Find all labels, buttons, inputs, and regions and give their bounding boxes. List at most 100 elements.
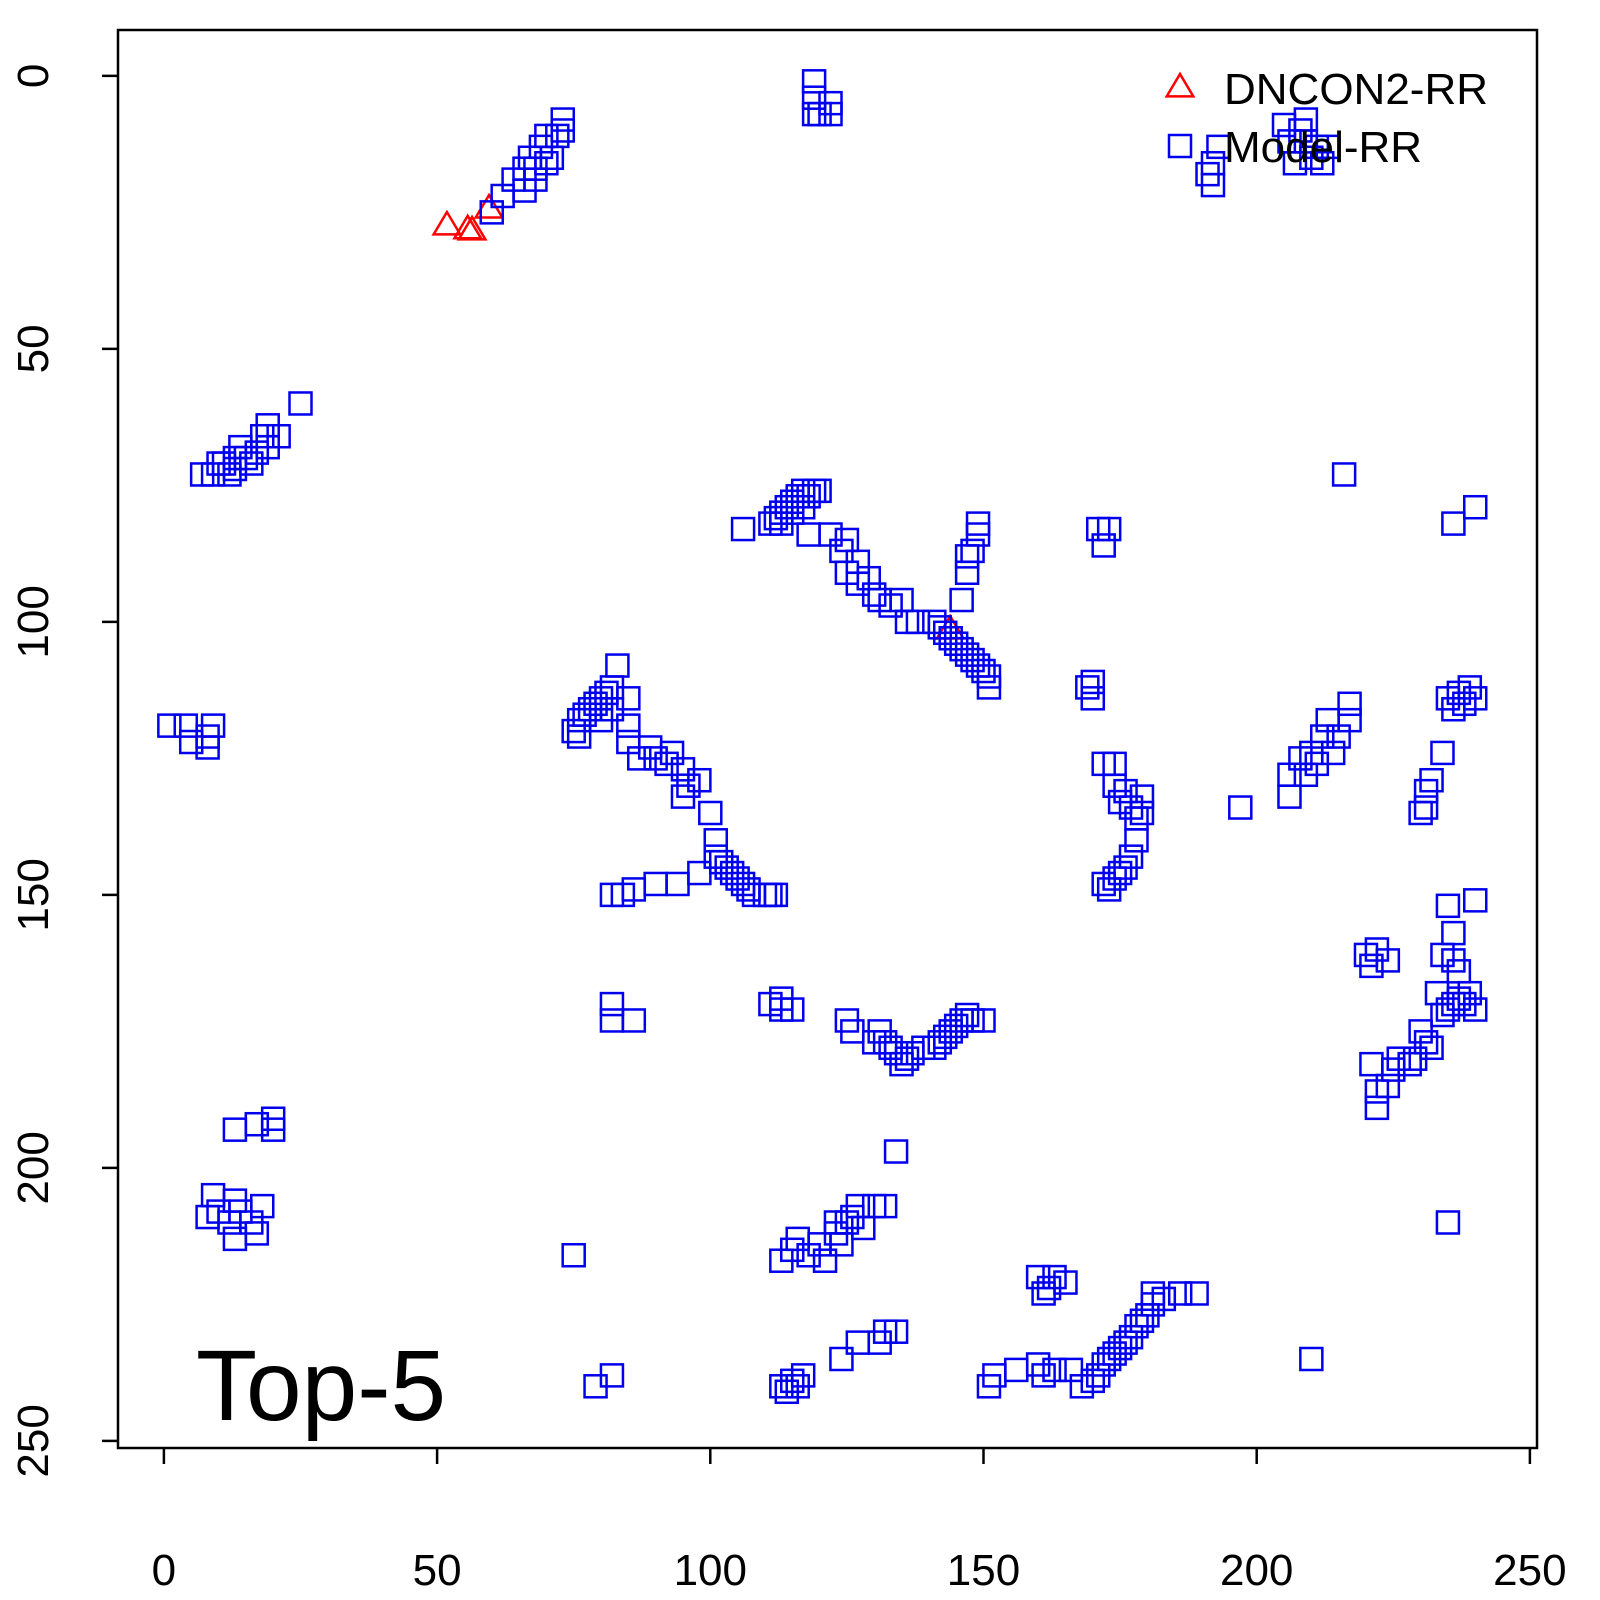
square-point — [812, 1248, 838, 1273]
square-point — [971, 1008, 996, 1033]
annotation: Top-5 — [196, 1330, 446, 1442]
x-tick-label: 200 — [1220, 1546, 1293, 1595]
square-point — [1184, 1281, 1209, 1306]
y-tick-label: 150 — [9, 858, 58, 931]
square-point — [643, 871, 668, 897]
square-point — [954, 1002, 980, 1028]
y-tick-label: 250 — [9, 1404, 58, 1477]
square-point — [545, 123, 570, 149]
square-point — [687, 767, 712, 793]
square-point — [523, 156, 548, 181]
square-point — [823, 1210, 849, 1235]
square-point — [758, 882, 783, 908]
x-tick-label: 150 — [947, 1546, 1020, 1595]
square-point — [976, 675, 1002, 700]
square-point — [260, 1117, 286, 1142]
square-point — [288, 391, 313, 416]
square-point — [621, 1008, 647, 1033]
square-point — [157, 713, 182, 738]
square-point — [266, 423, 291, 449]
square-point — [1129, 800, 1155, 826]
square-point — [616, 686, 641, 711]
square-point — [801, 85, 827, 110]
square-point — [960, 538, 985, 564]
square-point — [1091, 871, 1116, 897]
square-point — [222, 1117, 248, 1142]
y-tick-label: 50 — [9, 324, 58, 373]
square-point — [1364, 1095, 1390, 1121]
square-point — [1413, 795, 1439, 820]
square-point — [883, 1139, 909, 1164]
y-tick-label: 200 — [9, 1131, 58, 1204]
square-point — [861, 1030, 887, 1055]
square-point — [1004, 1357, 1029, 1383]
legend-label: DNCON2-RR — [1224, 65, 1488, 114]
square-point — [195, 1204, 220, 1230]
square-point — [1408, 800, 1433, 826]
square-point — [1331, 462, 1357, 487]
square-point — [1042, 1357, 1067, 1383]
square-point — [1228, 795, 1253, 820]
square-point — [687, 860, 712, 886]
square-point — [1293, 107, 1319, 132]
square-point — [1277, 784, 1302, 809]
square-point — [801, 69, 827, 94]
square-point — [763, 882, 789, 908]
triangle-point — [431, 209, 463, 236]
square-point — [1441, 511, 1466, 536]
square-point — [883, 1319, 909, 1344]
square-point — [703, 828, 729, 853]
x-tick-label: 100 — [674, 1546, 747, 1595]
legend-label: Model-RR — [1224, 123, 1422, 172]
square-point — [665, 871, 690, 897]
plot-frame — [116, 28, 1539, 1450]
square-point — [1096, 516, 1122, 542]
square-point — [561, 1243, 586, 1268]
square-point — [1080, 686, 1106, 711]
square-point — [829, 1346, 854, 1372]
square-point — [599, 991, 625, 1017]
x-tick-label: 50 — [413, 1546, 462, 1595]
square-point — [1364, 1079, 1390, 1104]
square-point — [566, 724, 592, 749]
square-point — [1315, 134, 1340, 160]
square-point — [1463, 997, 1488, 1022]
square-point — [222, 445, 248, 471]
triangle-point — [456, 214, 488, 241]
square-point — [1167, 1281, 1193, 1306]
square-point — [1463, 888, 1488, 913]
y-tick-label: 100 — [9, 585, 58, 658]
square-point — [616, 713, 641, 738]
y-tick-label: 0 — [9, 64, 58, 88]
square-point — [1151, 1286, 1177, 1312]
square-point — [222, 1226, 248, 1252]
square-point — [790, 494, 816, 520]
square-point — [1080, 669, 1106, 695]
square-point — [954, 560, 980, 585]
square-point — [949, 587, 974, 613]
square-point — [845, 1330, 871, 1355]
square-point — [599, 882, 625, 908]
square-point — [1091, 533, 1116, 558]
square-point — [200, 713, 226, 738]
square-point — [1299, 1346, 1324, 1372]
square-point — [1359, 953, 1384, 979]
square-point — [1206, 134, 1231, 160]
square-point — [872, 1193, 898, 1219]
square-point — [1129, 784, 1155, 809]
square-point — [1457, 980, 1483, 1006]
square-point — [605, 653, 630, 678]
square-point — [954, 544, 980, 569]
square-point — [1337, 691, 1362, 717]
square-point — [599, 1363, 625, 1388]
square-point — [173, 713, 199, 738]
square-point — [249, 1193, 275, 1219]
square-point — [1337, 707, 1362, 733]
square-point — [730, 516, 756, 542]
legend-marker — [1167, 133, 1193, 159]
square-point — [1463, 686, 1488, 711]
square-point — [965, 511, 991, 536]
square-point — [1124, 828, 1149, 853]
square-point — [1375, 948, 1401, 973]
